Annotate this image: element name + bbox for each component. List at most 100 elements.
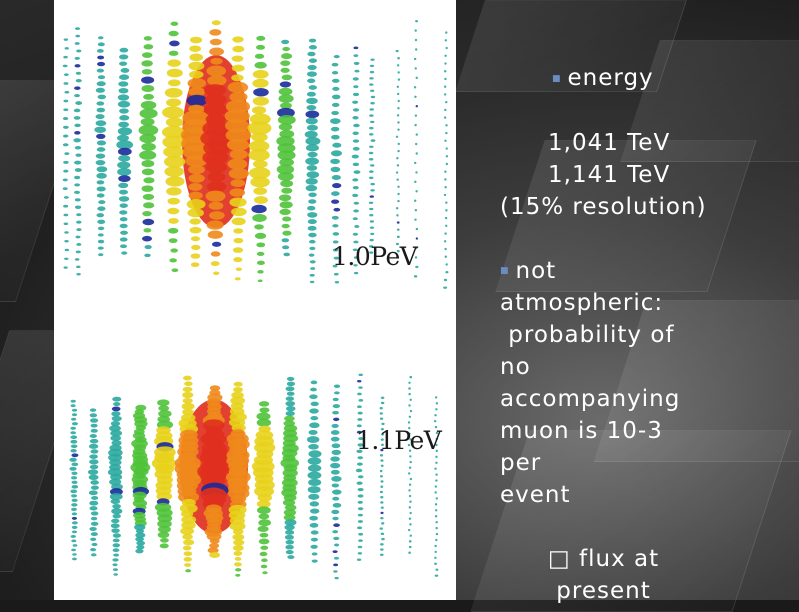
- dom-hit: [357, 418, 363, 421]
- dom-hit: [188, 61, 205, 71]
- dom-hit: [74, 94, 80, 98]
- dom-hit: [158, 405, 170, 412]
- dom-hit: [408, 540, 412, 543]
- dom-hit: [331, 483, 340, 488]
- dom-hit: [76, 243, 82, 246]
- dom-hit: [252, 78, 269, 88]
- dom-hit: [170, 248, 178, 253]
- dom-hit: [310, 544, 318, 549]
- dom-hit: [111, 518, 120, 524]
- dom-hit: [309, 408, 319, 414]
- dom-hit: [409, 523, 412, 526]
- dom-hit: [169, 258, 177, 263]
- dom-hit: [396, 92, 400, 96]
- dom-hit: [73, 138, 81, 143]
- dom-hit: [306, 165, 318, 171]
- dom-hit: [62, 143, 69, 147]
- dom-hit: [434, 574, 439, 577]
- dom-hit: [435, 455, 438, 459]
- dom-hit: [157, 519, 172, 528]
- dom-hit: [207, 230, 224, 239]
- dom-hit: [415, 265, 419, 269]
- dom-hit: [179, 503, 198, 514]
- dom-hit: [71, 494, 78, 498]
- dom-hit: [71, 480, 78, 484]
- dom-hit: [332, 502, 342, 508]
- dom-hit: [74, 183, 81, 187]
- dom-hit: [407, 472, 411, 475]
- dom-hit: [164, 87, 183, 98]
- dom-hit: [331, 199, 340, 204]
- dom-hit: [279, 129, 295, 139]
- dom-hit: [111, 508, 123, 515]
- dom-hit: [331, 78, 340, 83]
- dom-hit: [434, 396, 438, 399]
- dom-hit: [369, 145, 374, 149]
- dom-hit: [117, 100, 131, 108]
- dom-hit: [166, 68, 183, 78]
- dom-hit: [97, 206, 106, 211]
- dom-hit: [357, 545, 363, 549]
- dom-hit: [380, 543, 384, 546]
- dom-hit: [71, 485, 79, 489]
- dom-hit: [434, 503, 438, 506]
- dom-hit: [183, 557, 193, 562]
- dom-hit: [307, 51, 316, 57]
- dom-hit: [260, 545, 269, 550]
- dom-hit: [188, 173, 205, 183]
- dom-hit: [136, 544, 145, 550]
- dom-hit: [414, 67, 417, 70]
- dom-hit: [381, 537, 385, 541]
- dom-hit: [358, 399, 364, 402]
- dom-hit: [63, 73, 69, 76]
- dom-hit: [63, 108, 69, 112]
- dom-hit: [306, 436, 320, 444]
- dom-hit: [182, 545, 192, 551]
- dom-hit: [88, 474, 99, 481]
- dom-hit: [357, 500, 363, 504]
- dom-hit: [225, 128, 252, 143]
- dom-hit: [89, 454, 98, 459]
- dom-hit: [333, 563, 339, 567]
- dom-hit: [369, 238, 374, 242]
- dom-hit: [96, 166, 108, 173]
- dom-hit: [75, 153, 82, 157]
- dom-hit: [356, 558, 362, 561]
- dom-hit: [211, 241, 222, 247]
- dom-hit: [397, 121, 400, 124]
- dom-hit: [434, 485, 438, 488]
- dom-hit: [142, 193, 155, 201]
- dom-hit: [118, 121, 130, 128]
- dom-hit: [368, 157, 374, 161]
- dom-hit: [353, 170, 361, 174]
- dom-hit: [190, 236, 200, 242]
- dom-hit: [381, 422, 385, 426]
- dom-hit: [167, 197, 180, 205]
- dom-hit: [305, 144, 319, 152]
- dom-hit: [414, 218, 417, 221]
- dom-hit: [251, 106, 267, 115]
- dom-hit: [75, 34, 81, 38]
- dom-hit: [136, 540, 146, 546]
- dom-hit: [306, 97, 318, 105]
- dom-hit: [352, 248, 358, 252]
- dom-hit: [307, 205, 316, 211]
- dom-hit: [71, 503, 78, 507]
- dom-hit: [109, 478, 122, 486]
- dom-hit: [162, 135, 186, 149]
- dom-hit: [91, 542, 98, 547]
- dom-hit: [110, 473, 123, 481]
- dom-hit: [309, 239, 316, 244]
- dom-hit: [72, 544, 78, 547]
- dom-hit: [358, 532, 364, 536]
- dom-hit: [330, 462, 341, 469]
- dom-hit: [231, 55, 244, 62]
- dom-hit: [141, 52, 153, 58]
- dom-hit: [285, 396, 295, 402]
- dom-hit: [444, 216, 448, 220]
- dom-hit: [397, 199, 400, 203]
- dom-hit: [232, 247, 244, 253]
- dom-hit: [309, 260, 316, 264]
- dom-hit: [63, 266, 68, 269]
- dom-hit: [414, 29, 417, 32]
